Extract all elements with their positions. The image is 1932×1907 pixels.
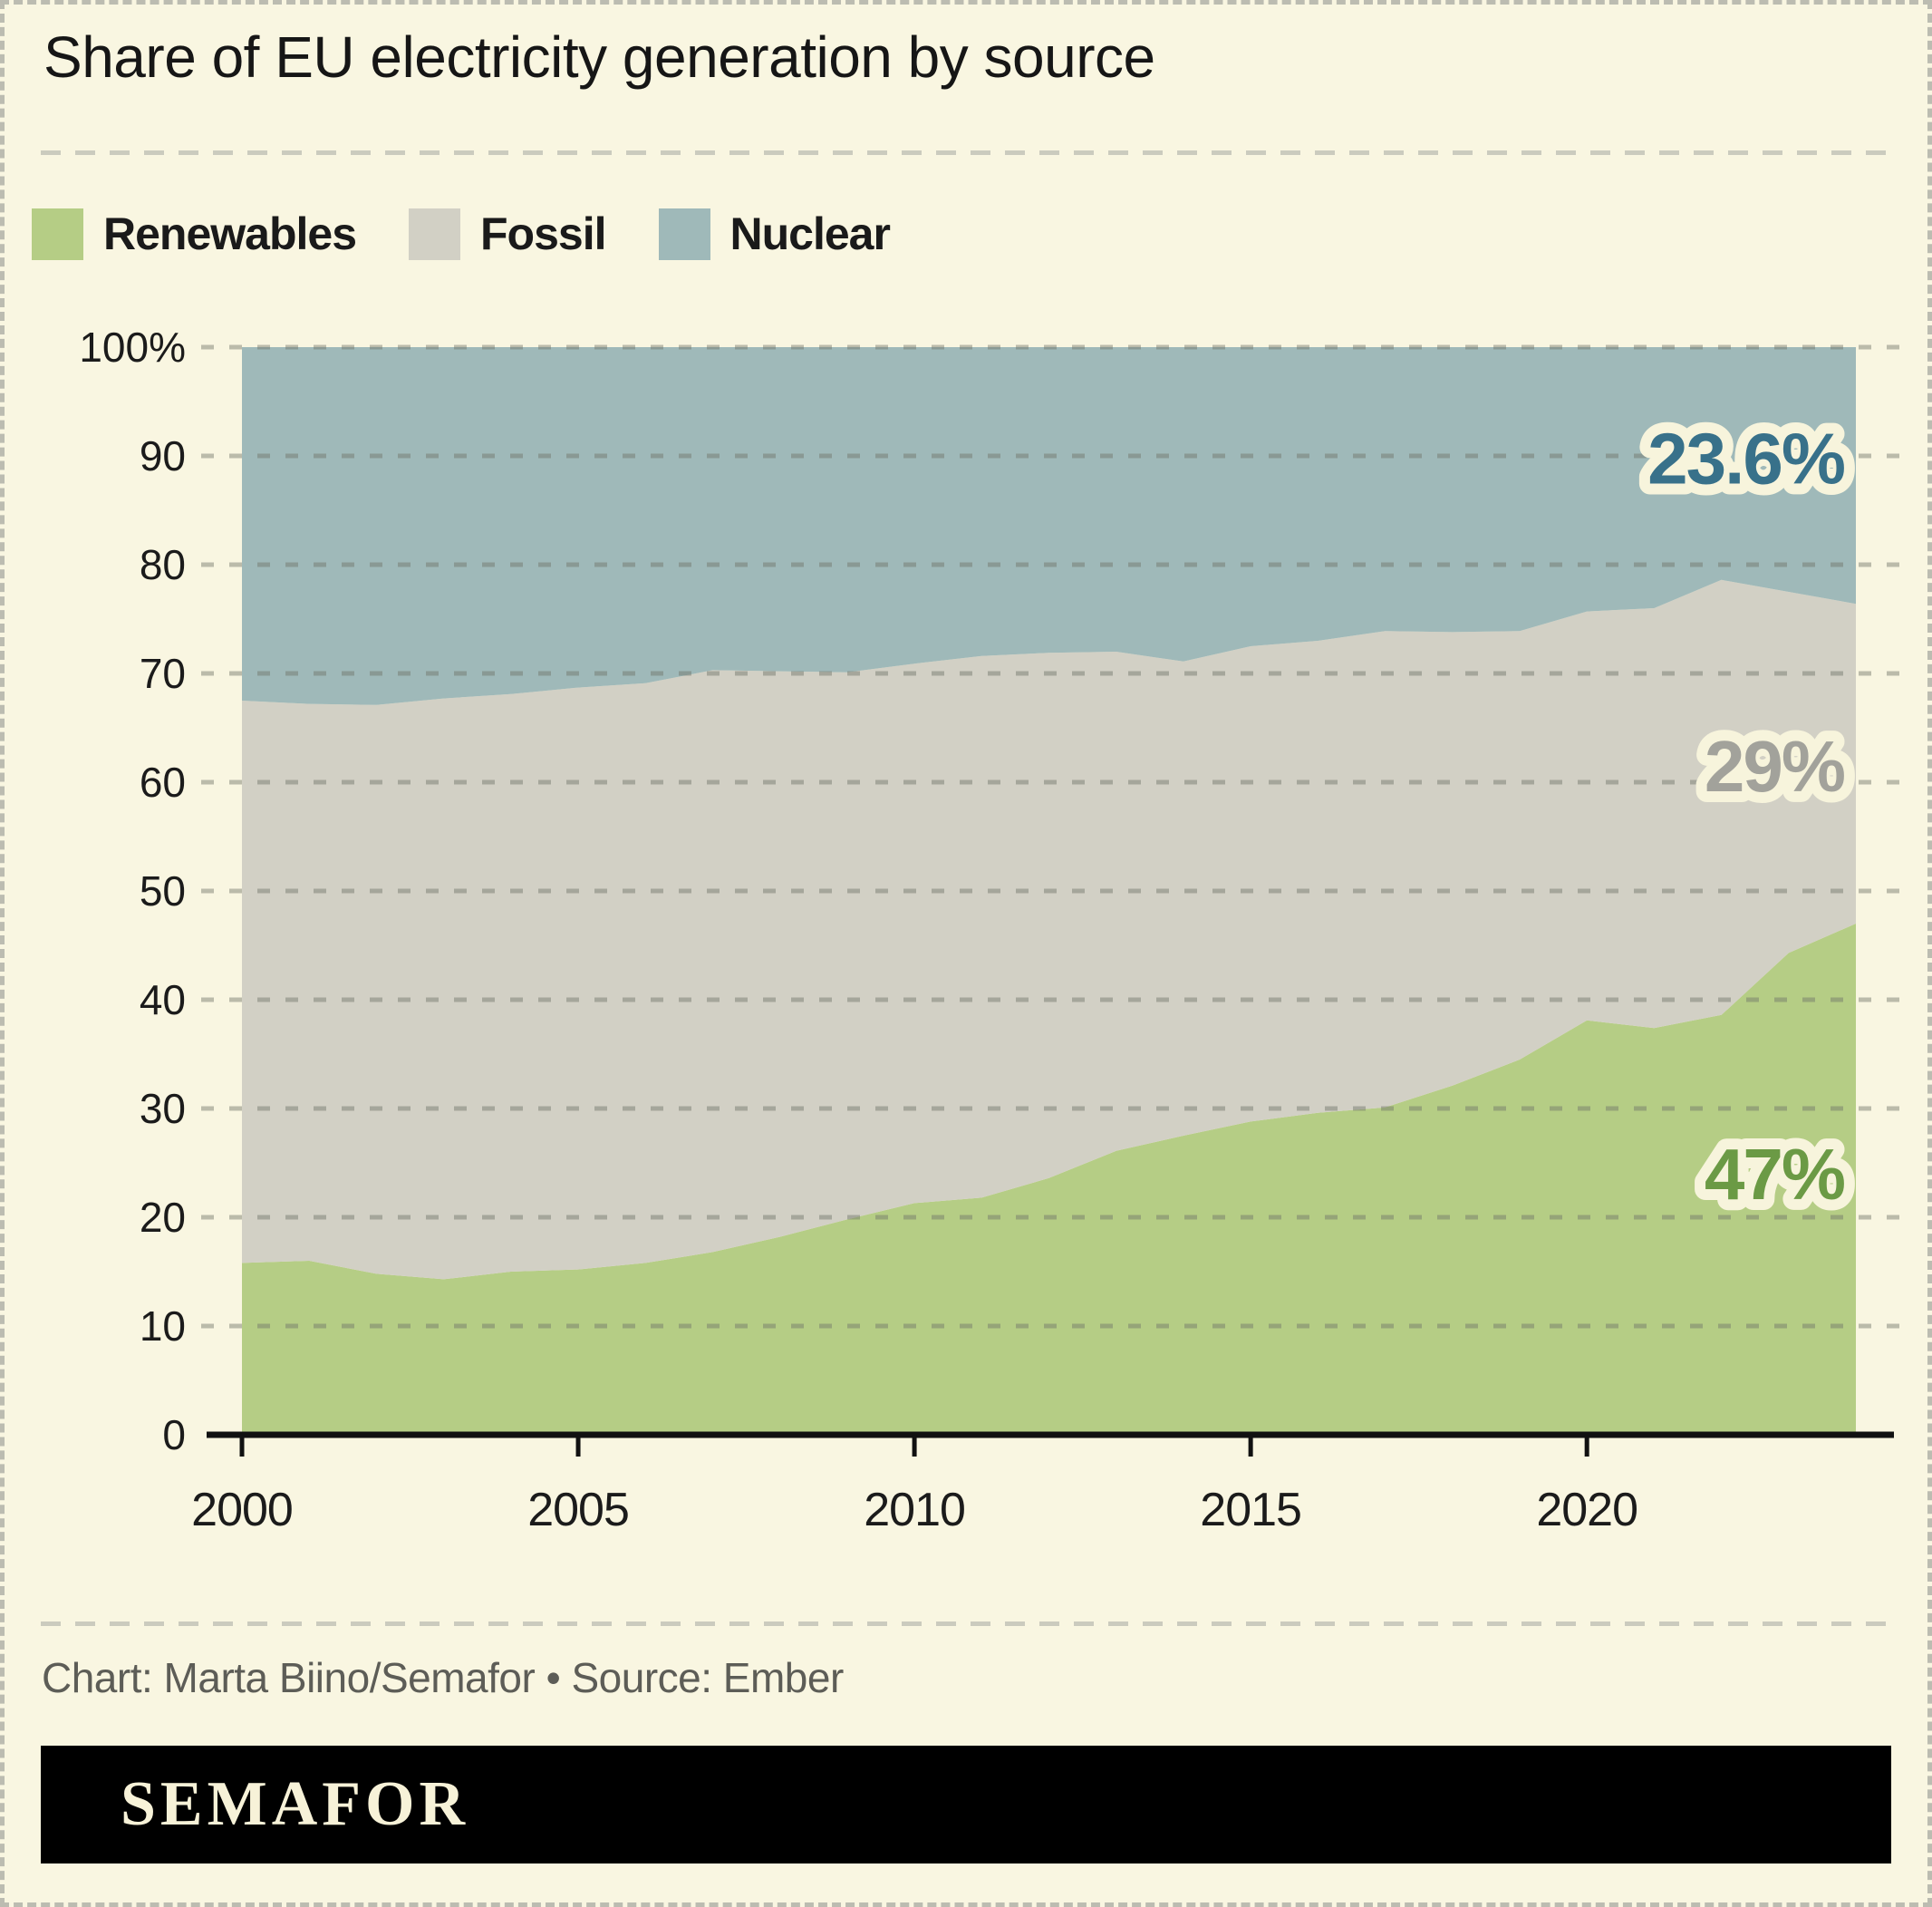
y-axis-tick-label: 20 [140,1194,186,1241]
legend-item-fossil: Fossil [409,208,607,260]
x-axis-tick-label: 2000 [191,1484,293,1536]
chart-legend: Renewables Fossil Nuclear [32,208,891,260]
legend-swatch-fossil [409,208,461,260]
y-axis-tick-label: 70 [140,650,186,697]
x-axis-tick-label: 2020 [1536,1484,1637,1536]
area-nuclear [242,347,1856,705]
y-axis-tick-label: 50 [140,867,186,915]
y-axis-tick-label: 80 [140,541,186,588]
value-label-renewables: 47% [1705,1134,1845,1215]
y-axis-tick-label: 10 [140,1302,186,1350]
value-label-fossil: 29% [1705,726,1845,807]
x-axis-tick-label: 2015 [1200,1484,1301,1536]
semafor-logo-bar: SEMAFOR [41,1746,1891,1863]
y-axis-tick-label: 40 [140,976,186,1023]
area-fossil [242,579,1856,1280]
area-renewables [242,924,1856,1435]
y-axis-tick-label: 30 [140,1085,186,1132]
x-axis-tick-label: 2005 [527,1484,629,1536]
value-label-nuclear: 23.6% [1647,418,1845,499]
credits-text: Chart: Marta Biino/Semafor • Source: Emb… [42,1654,844,1701]
legend-label: Fossil [480,208,606,259]
legend-item-nuclear: Nuclear [658,208,891,260]
legend-swatch-nuclear [658,208,710,260]
y-axis-tick-label: 100% [79,324,186,371]
title-divider [41,150,1891,155]
legend-label: Renewables [103,208,357,259]
y-axis-tick-label: 90 [140,432,186,479]
y-axis-tick-label: 60 [140,759,186,806]
y-axis-tick-label: 0 [162,1411,186,1458]
semafor-wordmark: SEMAFOR [121,1769,469,1839]
legend-item-renewables: Renewables [32,208,357,260]
x-axis-tick-label: 2010 [864,1484,965,1536]
legend-swatch-renewables [32,208,83,260]
legend-label: Nuclear [729,208,891,259]
page-title: Share of EU electricity generation by so… [43,24,1155,90]
footer-divider [41,1621,1891,1626]
